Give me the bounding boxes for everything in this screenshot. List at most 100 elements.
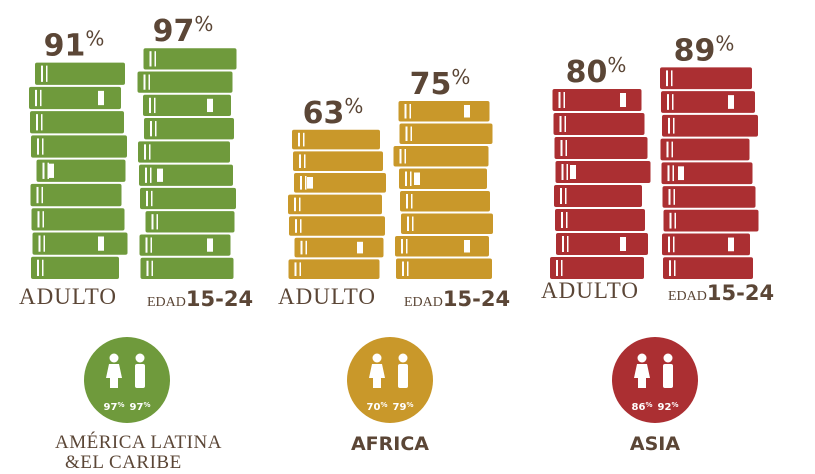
adult-label: ADULTO [19,284,117,309]
gender-unit: % [143,401,150,409]
book-spine [295,262,297,276]
book-spine [301,241,303,255]
book-tag [207,99,213,112]
book-spine [674,260,676,276]
book-spine [405,172,407,187]
book-spine [157,214,159,229]
book-spine [565,116,567,132]
book [662,115,758,137]
person-head [373,354,382,363]
book-spine [556,260,558,276]
book-spine [406,239,408,254]
book [138,141,230,162]
book [554,185,642,207]
adult-label: ADULTO [541,278,639,303]
gender-number: 97 [104,402,118,413]
person-male [135,364,145,388]
book-spine [400,149,402,164]
book-spine [669,189,671,205]
book-spine [303,133,305,147]
book [144,118,234,139]
book [288,195,382,215]
book-spine [300,176,302,190]
book [30,111,124,133]
book-spine [150,168,152,183]
book-spine [144,144,146,159]
unit: % [715,31,734,55]
youth-range: 15-24 [186,287,253,311]
book-tag [48,164,54,178]
book [663,186,756,208]
book [35,63,125,85]
book-spine [149,98,151,113]
book [146,211,235,232]
book-spine [405,149,407,164]
value-label: 91% [44,27,105,64]
book-spine [46,66,48,82]
book-spine [407,262,409,277]
book-spine [562,236,564,252]
region-name: ASIA [630,433,680,455]
person-male [663,364,673,388]
youth-label: EDAD15-24 [147,287,253,311]
value-label: 75% [410,65,471,102]
region-name: AFRICA [351,433,429,455]
book-spine [666,70,668,86]
gender-number: 92 [658,402,672,413]
book-tag [678,166,684,180]
book-spine [562,164,564,180]
book-spine [43,211,45,227]
book [32,208,125,230]
person-head [638,354,647,363]
book-spine [155,121,157,136]
gender-unit: % [671,401,678,409]
book-spine [565,188,567,204]
value: 80 [566,55,608,90]
book-tag [620,93,626,107]
book-spine [672,142,674,158]
book-tag [728,95,734,109]
unit: % [194,12,213,36]
book [399,169,487,190]
book-spine [410,172,412,187]
book [293,151,383,171]
book-spine [406,194,408,209]
book-spine [38,211,40,227]
book-spine [304,154,306,168]
book-tag [207,238,213,251]
book-spine [411,194,413,209]
value: 63 [303,96,345,131]
adult-label: ADULTO [278,284,376,309]
person-male [398,364,408,388]
book [556,233,648,255]
book-spine [36,114,38,130]
book-spine [299,154,301,168]
value-label: 89% [674,31,735,68]
book-spine [560,116,562,132]
book-tag [157,169,163,182]
book-spine [668,118,670,134]
book-spine [299,198,301,212]
book-spine [667,142,669,158]
book-tag [98,91,104,105]
book [661,139,750,161]
value-label: 63% [303,94,364,131]
book-tag [728,238,734,252]
book [139,165,233,186]
book [662,234,750,256]
book-tag [464,240,470,253]
book-spine [150,51,152,66]
book-spine [146,191,148,206]
value: 89 [674,33,716,68]
gender-number: 86 [632,402,646,413]
book-spine [567,236,569,252]
book-spine [35,90,37,106]
book [400,124,493,145]
book-spine [566,140,568,156]
youth-label: EDAD15-24 [404,287,510,311]
gender-number: 97 [130,402,144,413]
book-tag [307,177,313,189]
book-spine [672,94,674,110]
book [140,234,231,255]
book-spine [298,133,300,147]
